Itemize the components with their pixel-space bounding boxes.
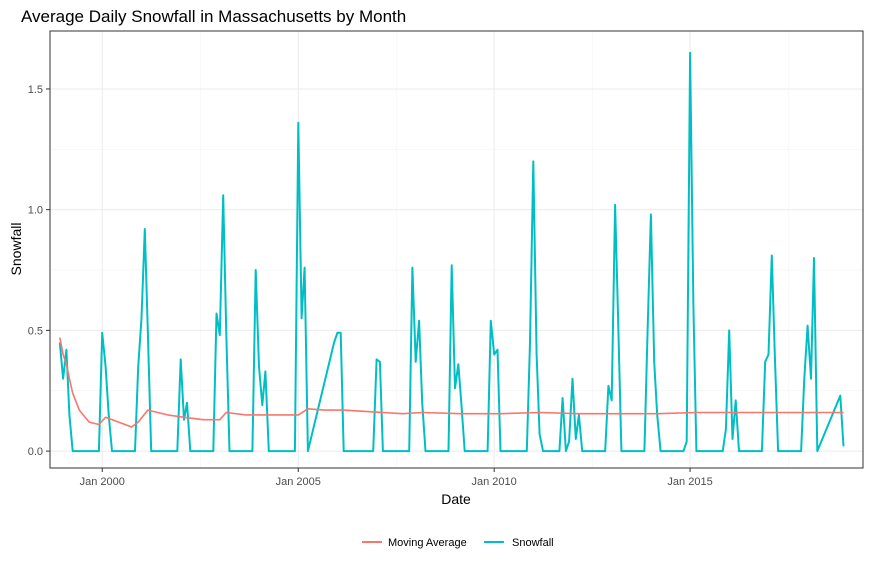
x-axis-title: Date [441,491,471,507]
y-tick-label: 0.5 [28,325,43,337]
y-axis-title: Snowfall [8,223,24,276]
chart-title: Average Daily Snowfall in Massachusetts … [21,7,406,26]
y-tick-label: 0.0 [28,446,43,458]
grid-minor [50,31,863,468]
x-tick-label: Jan 2000 [80,476,125,488]
y-axis: 0.0 0.5 1.0 1.5 [28,84,50,458]
series-line-snowfall [58,51,845,453]
plot-panel [50,31,863,468]
legend-label-snowfall: Snowfall [512,537,554,549]
series-line-moving-average [59,337,844,428]
x-tick-label: Jan 2010 [472,476,517,488]
legend: Moving Average Snowfall [362,537,554,549]
series-layer [58,51,845,453]
y-tick-label: 1.0 [28,205,43,217]
x-axis: Jan 2000 Jan 2005 Jan 2010 Jan 2015 [80,468,713,488]
plot-border [49,30,864,469]
y-tick-label: 1.5 [28,84,43,96]
grid-major [50,31,863,468]
x-tick-label: Jan 2015 [667,476,712,488]
x-tick-label: Jan 2005 [276,476,321,488]
legend-label-moving-average: Moving Average [388,537,467,549]
